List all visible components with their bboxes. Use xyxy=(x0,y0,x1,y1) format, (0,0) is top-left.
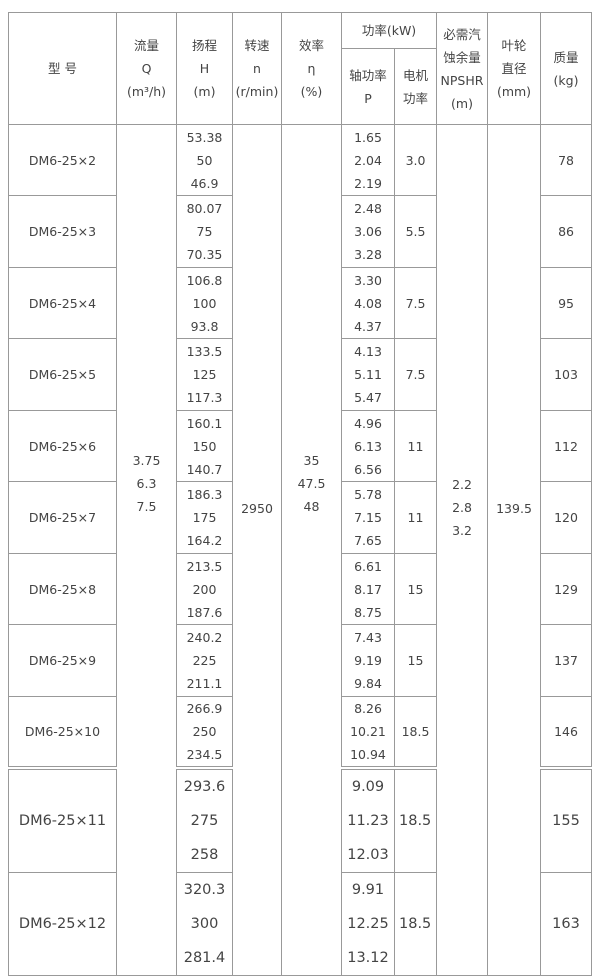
header-mass: 质量 (kg) xyxy=(540,12,593,125)
model-cell: DM6-25×12 xyxy=(8,872,117,976)
motor-power-cell: 7.5 xyxy=(393,267,438,339)
flow-cell: 3.75 6.3 7.5 xyxy=(116,124,177,976)
mass-cell: 137 xyxy=(540,624,593,697)
table-row: DM6-25×9 240.2 225 211.1 7.43 9.19 9.84 15 137 xyxy=(8,624,593,697)
table-row: DM6-25×3 80.07 75 70.35 2.48 3.06 3.28 5.5 86 xyxy=(8,195,593,268)
shaft-power-cell: 2.48 3.06 3.28 xyxy=(341,195,395,268)
pump-spec-table: 型 号 流量 Q (m³/h) 扬程 H (m) 转速 n (r/min) 效率 η (%) 功… xyxy=(8,12,593,976)
shaft-power-cell: 3.30 4.08 4.37 xyxy=(341,267,395,339)
shaft-power-cell: 4.96 6.13 6.56 xyxy=(341,410,395,482)
mass-cell: 129 xyxy=(540,553,593,625)
mass-cell: 78 xyxy=(540,124,593,196)
header-shaft-power: 轴功率 P xyxy=(341,48,395,125)
shaft-power-cell: 8.26 10.21 10.94 xyxy=(341,696,395,769)
motor-power-cell: 18.5 xyxy=(393,872,438,976)
head-cell: 106.8 100 93.8 xyxy=(176,267,233,339)
head-cell: 133.5 125 117.3 xyxy=(176,338,233,411)
header-power: 功率(kW) xyxy=(340,12,438,49)
header-flow: 流量 Q (m³/h) xyxy=(116,12,177,125)
mass-cell: 155 xyxy=(540,766,593,873)
header-motor-power: 电机 功率 xyxy=(393,48,438,125)
shaft-power-cell: 9.09 11.23 12.03 xyxy=(341,766,395,873)
head-cell: 186.3 175 164.2 xyxy=(176,481,233,554)
motor-power-cell: 18.5 xyxy=(393,696,438,769)
npshr-cell: 2.2 2.8 3.2 xyxy=(436,124,489,976)
motor-power-cell: 3.0 xyxy=(393,124,438,196)
table-row: DM6-25×2 3.75 6.3 7.5 53.38 50 46.9 2950 35 47.5 4… xyxy=(8,124,593,976)
shaft-power-cell: 7.43 9.19 9.84 xyxy=(341,624,395,697)
header-efficiency: 效率 η (%) xyxy=(281,12,342,125)
model-cell: DM6-25×4 xyxy=(8,267,117,339)
header-speed: 转速 n (r/min) xyxy=(232,12,282,125)
motor-power-cell: 11 xyxy=(393,481,438,554)
table-row: DM6-25×8 213.5 200 187.6 6.61 8.17 8.75 15 129 xyxy=(8,553,593,625)
shaft-power-cell: 6.61 8.17 8.75 xyxy=(341,553,395,625)
head-cell: 160.1 150 140.7 xyxy=(176,410,233,482)
shaft-power-cell: 1.65 2.04 2.19 xyxy=(341,124,395,196)
model-cell: DM6-25×11 xyxy=(8,766,117,873)
head-cell: 53.38 50 46.9 xyxy=(176,124,233,196)
table-row: DM6-25×11 293.6 275 258 9.09 11.23 12.03 18.5 15… xyxy=(8,766,593,873)
model-cell: DM6-25×8 xyxy=(8,553,117,625)
head-cell: 240.2 225 211.1 xyxy=(176,624,233,697)
head-cell: 266.9 250 234.5 xyxy=(176,696,233,769)
head-cell: 213.5 200 187.6 xyxy=(176,553,233,625)
mass-cell: 112 xyxy=(540,410,593,482)
impeller-cell: 139.5 xyxy=(487,124,542,976)
head-cell: 293.6 275 258 xyxy=(176,766,233,873)
table-row: DM6-25×12 320.3 300 281.4 9.91 12.25 13.12 18.5… xyxy=(8,872,593,976)
model-cell: DM6-25×7 xyxy=(8,481,117,554)
model-cell: DM6-25×6 xyxy=(8,410,117,482)
mass-cell: 146 xyxy=(540,696,593,769)
motor-power-cell: 15 xyxy=(393,553,438,625)
head-cell: 80.07 75 70.35 xyxy=(176,195,233,268)
table-row: DM6-25×4 106.8 100 93.8 3.30 4.08 4.37 7.5 95 xyxy=(8,267,593,339)
motor-power-cell: 18.5 xyxy=(393,766,438,873)
model-cell: DM6-25×3 xyxy=(8,195,117,268)
header-head: 扬程 H (m) xyxy=(176,12,233,125)
mass-cell: 95 xyxy=(540,267,593,339)
model-cell: DM6-25×9 xyxy=(8,624,117,697)
shaft-power-cell: 9.91 12.25 13.12 xyxy=(341,872,395,976)
motor-power-cell: 11 xyxy=(393,410,438,482)
shaft-power-cell: 5.78 7.15 7.65 xyxy=(341,481,395,554)
motor-power-cell: 5.5 xyxy=(393,195,438,268)
table-row: DM6-25×6 160.1 150 140.7 4.96 6.13 6.56 11 112 xyxy=(8,410,593,482)
header-impeller: 叶轮 直径 (mm) xyxy=(487,12,542,125)
header-model: 型 号 xyxy=(8,12,117,125)
header-npshr: 必需汽 蚀余量 NPSHR (m) xyxy=(436,12,489,125)
mass-cell: 120 xyxy=(540,481,593,554)
mass-cell: 86 xyxy=(540,195,593,268)
efficiency-cell: 35 47.5 48 xyxy=(281,124,342,976)
mass-cell: 103 xyxy=(540,338,593,411)
shaft-power-cell: 4.13 5.11 5.47 xyxy=(341,338,395,411)
model-cell: DM6-25×10 xyxy=(8,696,117,769)
model-cell: DM6-25×2 xyxy=(8,124,117,196)
table-row: DM6-25×5 133.5 125 117.3 4.13 5.11 5.47 7.5 103 xyxy=(8,338,593,411)
speed-cell: 2950 xyxy=(232,124,282,976)
head-cell: 320.3 300 281.4 xyxy=(176,872,233,976)
mass-cell: 163 xyxy=(540,872,593,976)
motor-power-cell: 15 xyxy=(393,624,438,697)
table-row: DM6-25×7 186.3 175 164.2 5.78 7.15 7.65 11 120 xyxy=(8,481,593,554)
model-cell: DM6-25×5 xyxy=(8,338,117,411)
motor-power-cell: 7.5 xyxy=(393,338,438,411)
